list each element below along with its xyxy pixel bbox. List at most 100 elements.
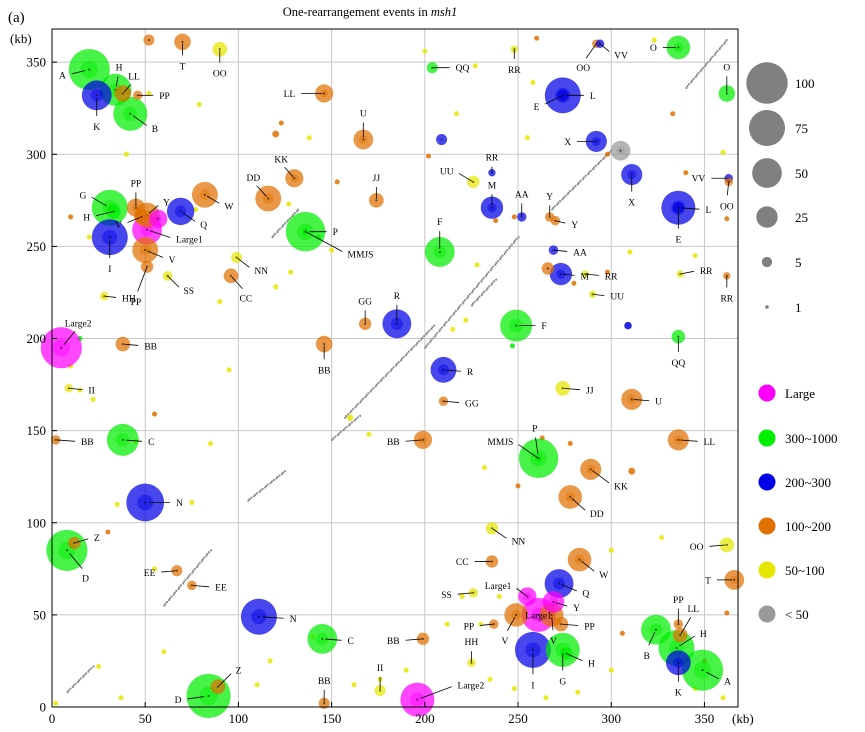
event-point-center	[589, 468, 592, 471]
event-point-center	[375, 199, 378, 202]
diagonal-dot	[173, 591, 176, 594]
diagonal-dot	[702, 66, 705, 69]
point-label: C	[348, 637, 354, 647]
event-point-center	[267, 197, 270, 200]
leader-line	[563, 273, 575, 276]
event-point-center	[60, 346, 63, 349]
event-point-center	[362, 138, 365, 141]
leader-line	[633, 399, 650, 402]
point-label: PP	[131, 179, 142, 189]
leader-line	[56, 439, 76, 442]
diagonal-dot	[209, 549, 213, 552]
diagonal-dot	[374, 385, 377, 388]
diagonal-dot	[67, 689, 70, 692]
diagonal-dot	[450, 315, 453, 318]
event-point-center	[520, 215, 523, 219]
size-legend-swatch	[761, 256, 773, 268]
leader-line	[115, 76, 119, 87]
diagonal-dot	[594, 164, 598, 167]
point-label: SS	[183, 287, 194, 297]
diagonal-dot	[184, 578, 187, 581]
diagonal-dot	[508, 247, 511, 250]
event-point-center	[73, 541, 76, 545]
diagonal-dot	[481, 278, 484, 281]
event-point-center	[421, 637, 425, 640]
diagonal-dot	[352, 407, 355, 411]
diagonal-dot	[247, 499, 250, 502]
diagonal-dot	[189, 573, 192, 576]
small-point	[189, 499, 195, 506]
diagonal-dot	[476, 297, 479, 300]
color-legend-label: 100~200	[785, 519, 831, 534]
diagonal-dot	[512, 241, 516, 244]
event-point-center	[145, 228, 149, 231]
diagonal-dot	[362, 397, 365, 400]
event-point-center	[559, 622, 563, 626]
diagonal-dot	[496, 260, 499, 263]
event-point-center	[559, 272, 563, 276]
leader-line	[564, 387, 581, 391]
point-label: EE	[215, 584, 227, 594]
event-point-center	[561, 94, 564, 97]
event-point-center	[546, 267, 549, 270]
diagonal-dot	[498, 258, 502, 261]
point-label: M	[581, 272, 590, 282]
diagonal-dot	[164, 602, 167, 605]
diagonal-dot	[389, 369, 392, 372]
event-point-center	[578, 558, 581, 561]
diagonal-dot	[288, 217, 292, 220]
scatter-points	[40, 33, 745, 719]
diagonal-dot	[589, 169, 592, 172]
point-label: F	[541, 322, 546, 332]
diagonal-dot	[369, 390, 372, 393]
point-label: JJ	[373, 174, 381, 184]
leader-line	[492, 528, 507, 539]
point-label: HH	[122, 294, 136, 304]
event-point-center	[548, 215, 551, 219]
leader-line	[680, 439, 698, 442]
diagonal-dot	[74, 682, 77, 685]
event-point-center	[552, 248, 555, 252]
diagonal-dot	[186, 576, 189, 580]
x-tick-label: 200	[415, 711, 435, 726]
point-label: BB	[318, 366, 331, 376]
small-point	[403, 667, 409, 673]
event-point-center	[725, 274, 728, 277]
diagonal-dot	[259, 489, 262, 492]
leader-line	[516, 588, 527, 596]
event-point-center	[134, 206, 137, 209]
leader-line	[593, 293, 605, 296]
diagonal-dot	[355, 404, 358, 407]
x-axis-label: (kb)	[732, 711, 754, 726]
diagonal-dot	[424, 346, 427, 349]
point-label: DD	[246, 174, 260, 184]
leader-line	[555, 602, 568, 607]
small-point	[53, 700, 59, 706]
point-label: RR	[605, 272, 618, 282]
diagonal-dot	[556, 203, 559, 206]
diagonal-dot	[452, 313, 455, 316]
diagonal-dot	[557, 201, 560, 204]
event-point-center	[630, 173, 633, 176]
diagonal-dot	[564, 194, 567, 198]
small-point	[511, 686, 517, 692]
diagonal-dot	[447, 318, 450, 322]
small-point	[286, 201, 292, 207]
diagonal-dot	[425, 333, 428, 336]
small-point	[105, 529, 111, 535]
point-label: D	[175, 696, 182, 706]
small-point	[605, 151, 611, 157]
diagonal-dot	[82, 675, 85, 678]
point-label: CC	[456, 558, 469, 568]
diagonal-dot	[579, 179, 582, 183]
event-point-center	[492, 622, 495, 626]
small-point	[474, 262, 480, 268]
x-tick-label: 350	[695, 711, 715, 726]
event-point-center	[364, 322, 367, 325]
diagonal-dot	[359, 414, 362, 418]
diagonal-dot	[582, 176, 586, 179]
leader-line	[680, 270, 695, 275]
point-label: RR	[486, 154, 499, 164]
